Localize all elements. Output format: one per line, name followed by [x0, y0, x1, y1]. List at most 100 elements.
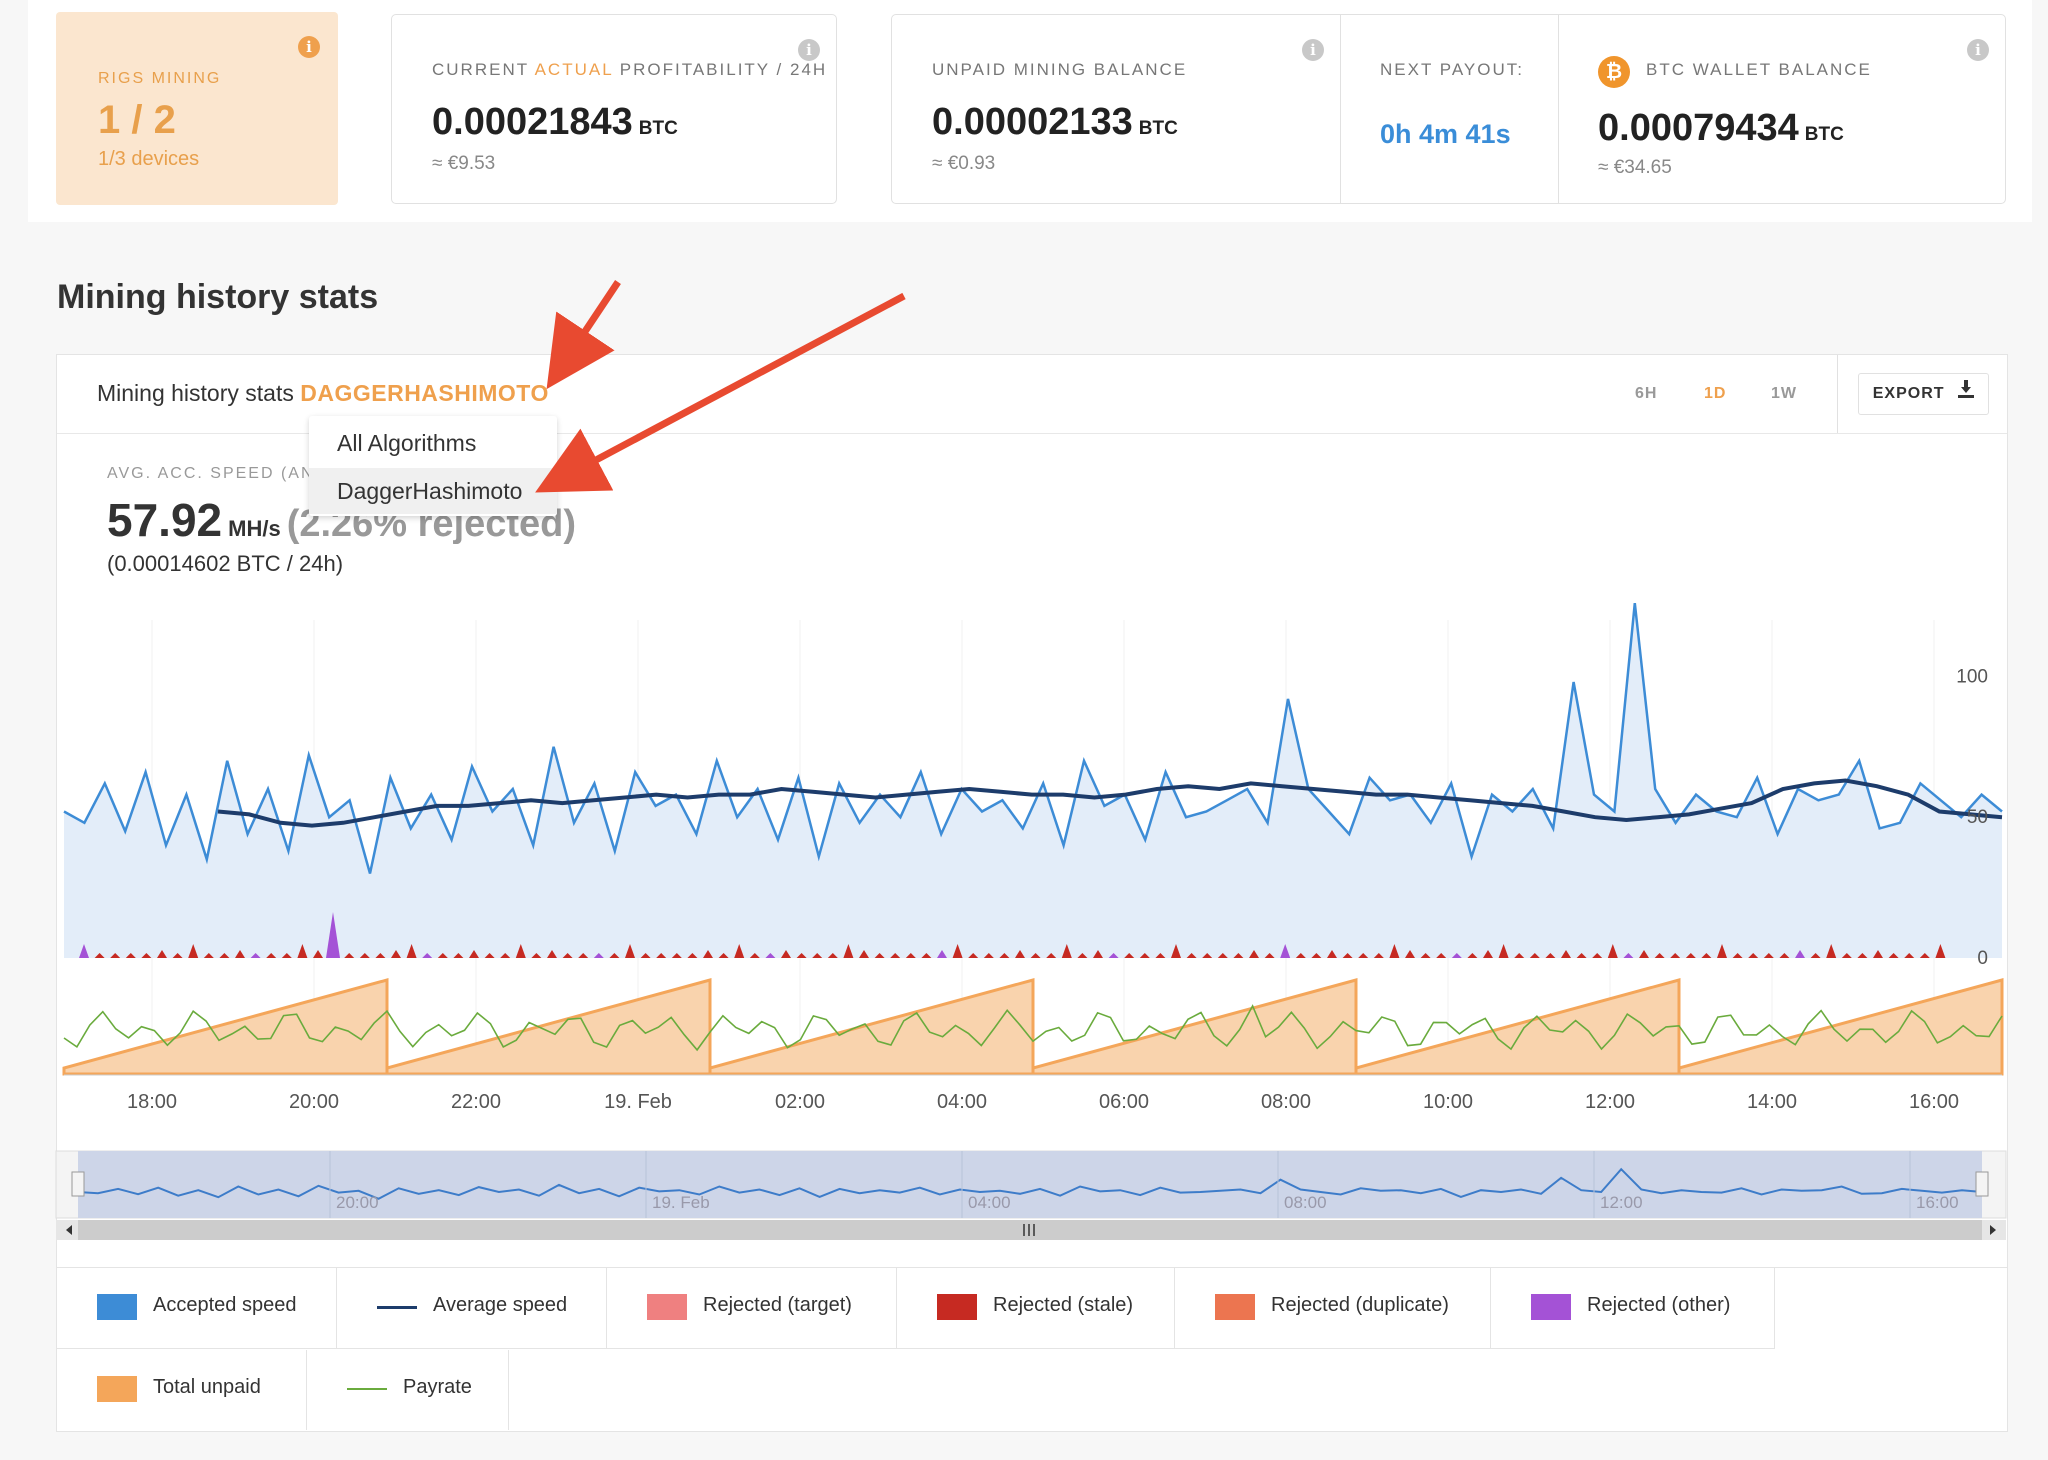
- navigator-handle-left: [71, 1171, 85, 1197]
- algorithm-selector[interactable]: DAGGERHASHIMOTO: [300, 380, 549, 406]
- legend-rejected-target[interactable]: Rejected (target): [607, 1268, 897, 1348]
- rejected-spike: [266, 953, 277, 958]
- bitcoin-icon: ₿: [1598, 56, 1630, 88]
- payrate-line: [63, 1004, 2003, 1052]
- rejected-spike: [1311, 953, 1322, 958]
- rejected-spike: [1467, 953, 1478, 958]
- rejected-spike: [1077, 953, 1088, 958]
- rejected-spike: [1514, 953, 1525, 958]
- rejected-spike: [1358, 953, 1369, 958]
- rigs-mining-card[interactable]: i RIGS MINING 1 / 2 1/3 devices: [56, 12, 338, 205]
- export-label: EXPORT: [1872, 385, 1945, 403]
- average-speed-line: [217, 778, 2003, 828]
- rejected-spike: [1717, 944, 1727, 958]
- rejected-spike: [235, 950, 245, 958]
- rejected-spike: [1124, 953, 1135, 958]
- range-1d-button[interactable]: 1D: [1704, 385, 1727, 402]
- rejected-spike: [1935, 944, 1946, 958]
- rejected-spike: [781, 950, 791, 958]
- rejected-spike: [1498, 944, 1509, 958]
- legend-swatch: [347, 1388, 387, 1390]
- rejected-spike: [313, 950, 323, 958]
- panel-title: Mining history stats DAGGERHASHIMOTO: [97, 380, 549, 406]
- legend-payrate[interactable]: Payrate: [307, 1350, 509, 1430]
- legend-label: Total unpaid: [153, 1376, 261, 1398]
- info-icon[interactable]: i: [1302, 39, 1324, 61]
- legend-rejected-other[interactable]: Rejected (other): [1491, 1268, 1775, 1348]
- legend-label: Rejected (target): [703, 1294, 852, 1316]
- rejected-spike: [562, 953, 573, 958]
- rejected-spike: [453, 953, 464, 958]
- rejected-spike: [1701, 953, 1712, 958]
- divider: [1558, 15, 1559, 203]
- rejected-spike: [1483, 950, 1493, 958]
- legend-accepted-speed[interactable]: Accepted speed: [57, 1268, 337, 1348]
- rejected-spike: [297, 944, 308, 958]
- rejected-spike: [1545, 953, 1556, 958]
- total-unpaid-area: [1677, 978, 2004, 1076]
- info-icon[interactable]: i: [298, 36, 320, 58]
- rejected-spike: [359, 953, 370, 958]
- legend-swatch: [97, 1376, 137, 1402]
- x-tick-label: 02:00: [775, 1091, 825, 1113]
- navigator-tick-label: 12:00: [1600, 1193, 1643, 1212]
- rejected-spike: [1015, 950, 1025, 958]
- rejected-spike: [79, 944, 89, 958]
- y-tick-label: 50: [1967, 807, 1988, 828]
- rejected-spike: [547, 950, 557, 958]
- legend-label: Rejected (other): [1587, 1294, 1731, 1316]
- profitability-card: i CURRENT ACTUAL PROFITABILITY / 24H 0.0…: [391, 14, 837, 204]
- legend-label: Rejected (stale): [993, 1294, 1134, 1316]
- divider: [57, 1348, 1775, 1349]
- rejected-spike: [110, 953, 121, 958]
- legend-label: Accepted speed: [153, 1294, 297, 1316]
- legend-swatch: [1215, 1294, 1255, 1320]
- x-tick-label: 18:00: [127, 1091, 177, 1113]
- rejected-spike: [1654, 953, 1665, 958]
- rejected-spike: [1529, 953, 1540, 958]
- range-6h-button[interactable]: 6H: [1635, 385, 1658, 402]
- rigs-devices-count: 1/3 devices: [98, 148, 200, 170]
- rejected-spike: [1264, 953, 1275, 958]
- rejected-spike: [1639, 950, 1649, 958]
- rejected-spike: [1389, 944, 1400, 958]
- rejected-spike: [1171, 944, 1181, 958]
- legend-label: Average speed: [433, 1294, 568, 1316]
- rejected-spike: [578, 953, 589, 958]
- dropdown-item-all-algorithms[interactable]: All Algorithms: [337, 430, 477, 456]
- dropdown-item-daggerhashimoto[interactable]: DaggerHashimoto: [309, 468, 557, 514]
- rejected-spike: [890, 953, 901, 958]
- navigator-tick-label: 16:00: [1916, 1193, 1959, 1212]
- navigator-series: [77, 1167, 1983, 1200]
- rejected-spike: [687, 953, 698, 958]
- rejected-spike: [843, 944, 854, 958]
- unpaid-balance-fiat: ≈ €0.93: [932, 153, 996, 174]
- x-tick-label: 16:00: [1909, 1091, 1959, 1113]
- rejected-spike: [125, 953, 136, 958]
- legend-total-unpaid[interactable]: Total unpaid: [57, 1350, 307, 1430]
- btc-per-day: (0.00014602 BTC / 24h): [107, 551, 344, 576]
- wallet-balance-fiat: ≈ €34.65: [1598, 157, 1672, 178]
- rejected-spike: [1436, 953, 1447, 958]
- rigs-mining-value: 1 / 2: [98, 98, 176, 142]
- y-tick-label: 100: [1956, 666, 1988, 687]
- rejected-spike: [1373, 953, 1384, 958]
- legend-rejected-duplicate[interactable]: Rejected (duplicate): [1175, 1268, 1491, 1348]
- rejected-spike: [172, 953, 183, 958]
- info-icon[interactable]: i: [1967, 39, 1989, 61]
- rejected-spike: [1139, 953, 1150, 958]
- legend-average-speed[interactable]: Average speed: [337, 1268, 607, 1348]
- navigator-tick-label: 04:00: [968, 1193, 1011, 1212]
- legend-swatch: [97, 1294, 137, 1320]
- legend-rejected-stale[interactable]: Rejected (stale): [897, 1268, 1175, 1348]
- range-1w-button[interactable]: 1W: [1771, 385, 1797, 402]
- info-icon[interactable]: i: [798, 39, 820, 61]
- rejected-spike: [765, 953, 776, 958]
- algorithm-dropdown: All Algorithms DaggerHashimoto: [309, 416, 557, 516]
- rejected-spike: [1405, 950, 1415, 958]
- rejected-spike: [1873, 950, 1883, 958]
- scrollbar-grip-icon: [1023, 1224, 1035, 1236]
- rejected-spike: [1795, 950, 1805, 958]
- rejected-spike: [1888, 953, 1899, 958]
- export-button[interactable]: EXPORT: [1857, 373, 1989, 415]
